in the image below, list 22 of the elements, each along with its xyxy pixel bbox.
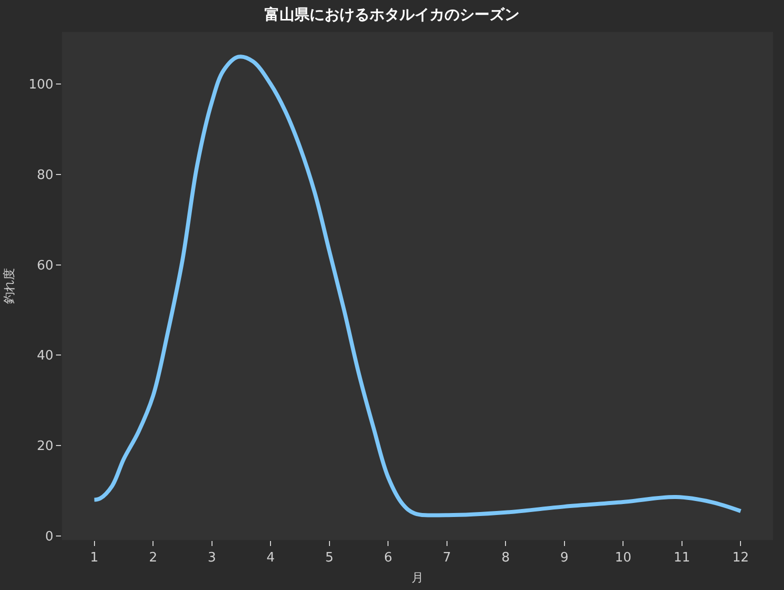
x-tick-label: 1 [90,550,98,566]
x-tick-label: 5 [325,550,334,566]
x-tick-label: 8 [502,550,510,566]
y-tick-label: 40 [36,348,54,364]
y-tick-label: 80 [36,168,54,183]
x-tick-label: 10 [614,550,632,566]
y-tick-label: 60 [36,258,54,274]
x-axis-title: 月 [412,570,424,584]
chart-title: 富山県におけるホタルイカのシーズン [264,5,520,24]
x-tick-label: 9 [560,550,569,566]
x-tick-label: 2 [148,550,158,566]
x-tick-label: 6 [384,550,392,566]
x-tick-label: 4 [266,550,275,566]
line-series [92,54,743,518]
y-tick-label: 20 [36,439,54,454]
x-tick-label: 12 [732,550,749,566]
y-axis-title: 釣れ度 [2,268,16,304]
y-tick-label: 0 [45,529,54,544]
x-tick-label: 11 [674,550,690,566]
x-tick-label: 7 [442,550,452,566]
x-tick-label: 3 [208,550,216,566]
y-tick-label: 100 [28,78,54,93]
